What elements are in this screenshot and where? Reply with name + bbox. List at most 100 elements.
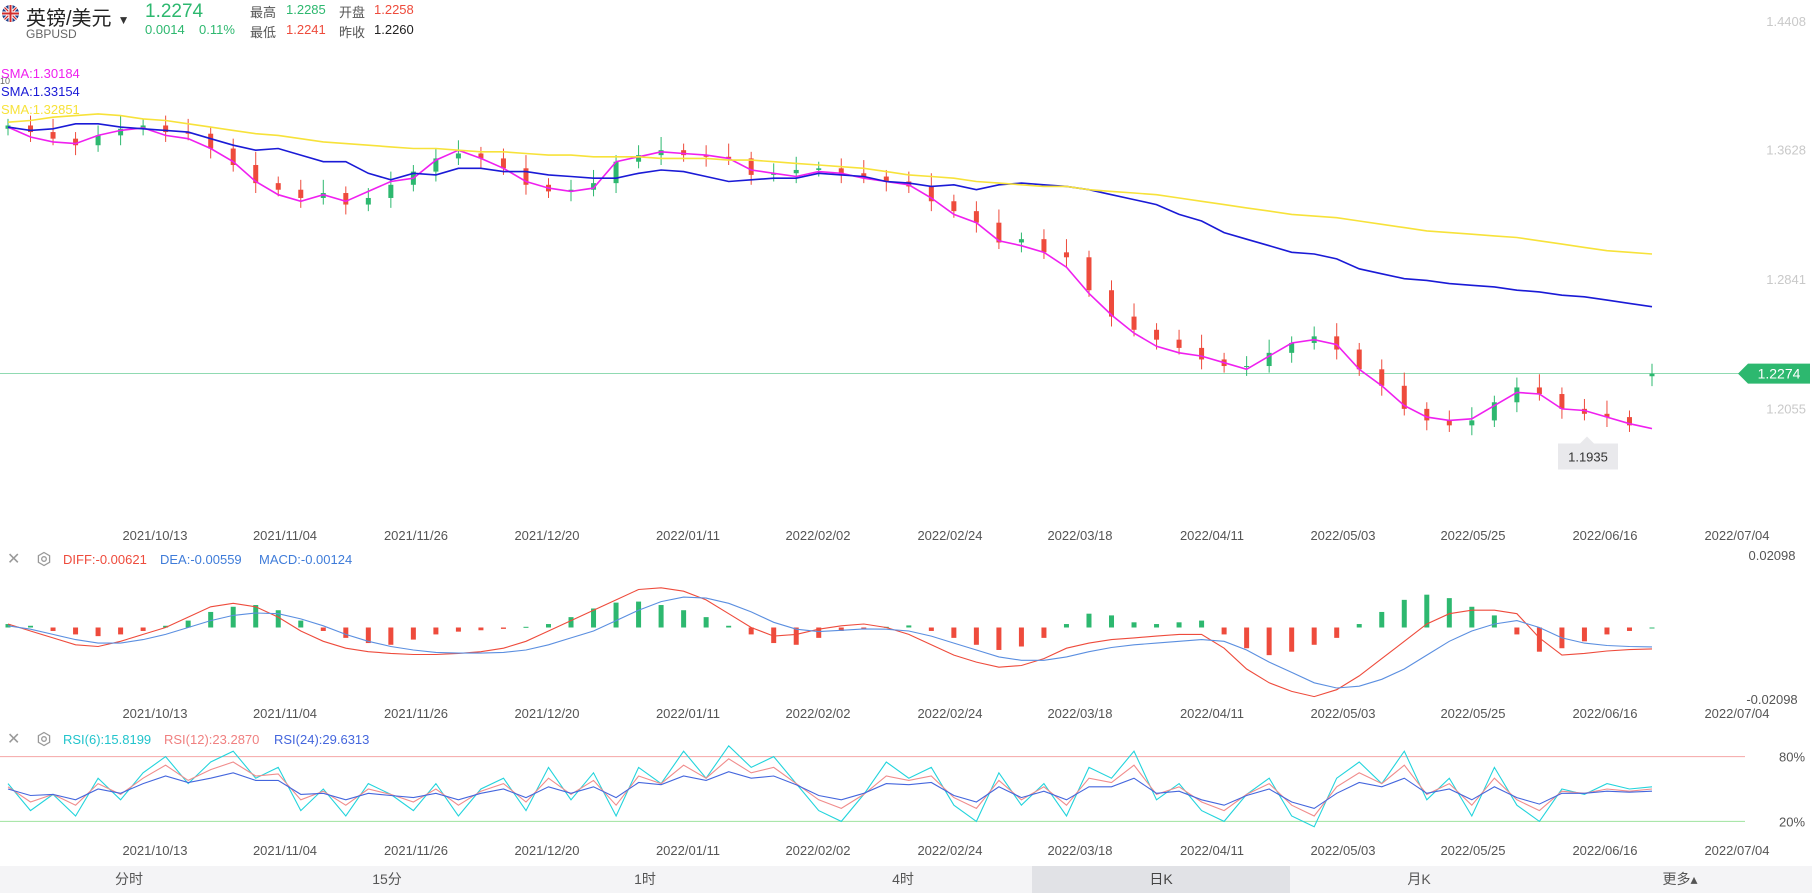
macd-bar: [973, 627, 979, 645]
macd-bar: [681, 610, 687, 628]
dea-legend: DEA:-0.00559: [160, 552, 242, 567]
macd-bar: [1514, 627, 1520, 635]
tab-daily[interactable]: 日K: [1032, 866, 1290, 893]
rsi-x-tick-label: 2022/06/16: [1572, 843, 1637, 858]
macd-bar: [1356, 624, 1362, 628]
macd-bar: [1379, 611, 1385, 628]
x-tick-label: 2022/04/11: [1180, 528, 1244, 543]
candle-body: [455, 153, 461, 159]
candle-body: [816, 168, 822, 170]
low-label: 最低: [250, 25, 277, 40]
macd-bar: [906, 625, 912, 628]
candle-body: [591, 183, 597, 190]
macd-bar: [996, 627, 1002, 650]
macd-x-tick-label: 2022/07/04: [1704, 706, 1769, 720]
macd-bar: [433, 627, 439, 635]
macd-bar: [636, 601, 642, 628]
ma-period-label: 10: [0, 76, 11, 86]
candle-body: [973, 211, 979, 223]
symbol-selector[interactable]: 英镑/美元 ▼: [26, 2, 129, 31]
candle-body: [928, 186, 934, 202]
macd-bar: [410, 627, 416, 640]
candlestick-chart[interactable]: 1.4408 1.3628 1.2841 1.2055 2021/10/13 2021/…: [0, 0, 1812, 545]
diff-line: [7, 587, 1653, 698]
candle-body: [523, 168, 529, 185]
macd-bar: [1626, 627, 1632, 631]
candle-body: [500, 158, 506, 169]
symbol-code: GBPUSD: [26, 27, 77, 41]
min-price-text: 1.1935: [1568, 449, 1608, 464]
macd-bar: [838, 627, 844, 631]
candle-body: [883, 176, 889, 182]
macd-bar: [1289, 627, 1295, 652]
open-value: 1.2258: [374, 2, 414, 17]
tab-minute[interactable]: 分时: [115, 871, 143, 887]
macd-bar: [928, 627, 934, 631]
candle-body: [28, 125, 34, 133]
tab-15min[interactable]: 15分: [372, 871, 402, 887]
x-tick-label: 2022/05/03: [1310, 528, 1375, 543]
period-tab-bar: 分时 15分 1时 4时 日K 月K 更多▴: [0, 866, 1812, 893]
rsi-x-tick-label: 2021/11/26: [384, 843, 448, 858]
macd-bar: [1536, 627, 1542, 652]
candle-body: [793, 169, 799, 174]
last-price-tag: 1.2274: [1738, 363, 1810, 384]
candle-body: [253, 165, 259, 184]
candle-body: [1649, 373, 1655, 377]
rsi-x-tick-label: 2021/11/04: [253, 843, 317, 858]
candle-body: [748, 158, 754, 175]
candle-body: [838, 168, 844, 174]
rsi-x-tick-label: 2022/02/02: [785, 843, 850, 858]
macd-bar: [1491, 615, 1497, 628]
settings-icon[interactable]: [36, 551, 52, 572]
close-icon[interactable]: ✕: [7, 731, 21, 748]
macd-bar: [230, 606, 236, 628]
candle-body: [365, 197, 371, 205]
y-tick-label: 1.3628: [1766, 143, 1806, 158]
ma-line-3: [7, 113, 1653, 255]
candle-body: [1491, 402, 1497, 421]
candle-body: [50, 132, 56, 139]
macd-bar: [861, 627, 867, 629]
macd-bar: [1041, 627, 1047, 638]
candle-body: [951, 201, 957, 212]
close-icon[interactable]: ✕: [7, 551, 21, 568]
candle-body: [1041, 239, 1047, 253]
macd-x-tick-label: 2021/11/04: [253, 706, 317, 720]
macd-x-tick-label: 2022/01/11: [656, 706, 720, 720]
macd-x-tick-label: 2022/04/11: [1180, 706, 1244, 720]
macd-bar: [658, 605, 664, 628]
macd-y-tick-label: 0.02098: [1749, 548, 1796, 563]
macd-bar: [1334, 627, 1340, 638]
tab-monthly[interactable]: 月K: [1407, 871, 1431, 887]
candle-body: [996, 222, 1002, 243]
candle-body: [906, 181, 912, 187]
candle-body: [1266, 352, 1272, 367]
macd-bar: [1154, 624, 1160, 628]
dea-line: [7, 596, 1653, 689]
macd-chart[interactable]: 0.02098 -0.02098 2021/10/13 2021/11/04 2021…: [0, 545, 1812, 720]
x-tick-label: 2022/07/04: [1704, 528, 1769, 543]
macd-bar: [1018, 627, 1024, 647]
macd-bar: [1244, 627, 1250, 649]
macd-bar: [726, 625, 732, 628]
settings-icon[interactable]: [36, 731, 52, 752]
macd-bar: [298, 620, 304, 628]
candle-body: [636, 155, 642, 162]
tab-more[interactable]: 更多▴: [1662, 871, 1698, 887]
ma1-legend: SMA:1.30184: [1, 66, 80, 81]
candle-body: [1131, 316, 1137, 330]
candle-body: [118, 128, 124, 136]
candle-body: [1154, 329, 1160, 340]
price-change-pct: 0.11%: [199, 22, 235, 37]
tab-4h[interactable]: 4时: [892, 871, 914, 887]
macd-bar: [73, 627, 79, 635]
rsi-chart[interactable]: 80% 20% 2021/10/13 2021/11/04 2021/11/26 202…: [0, 725, 1812, 865]
candle-body: [1379, 369, 1385, 386]
candle-body: [1514, 387, 1520, 403]
last-price-tag-text: 1.2274: [1758, 366, 1801, 382]
rsi12-line: [7, 758, 1653, 817]
candle-body: [1536, 387, 1542, 395]
tab-1h[interactable]: 1时: [634, 871, 656, 887]
candle-body: [703, 155, 709, 157]
